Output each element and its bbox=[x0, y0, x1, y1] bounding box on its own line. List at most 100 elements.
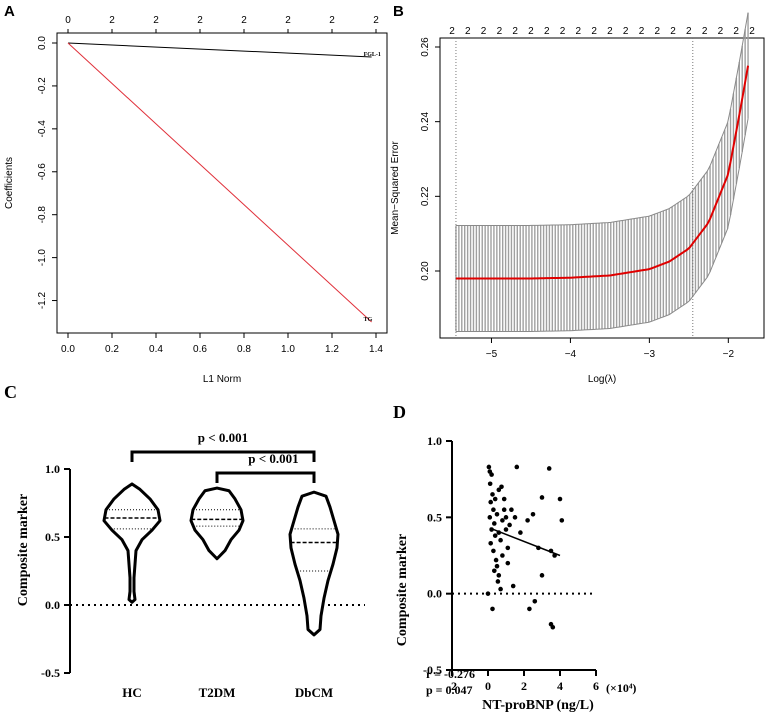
panel-c-pvalue-label: p < 0.001 bbox=[198, 430, 248, 445]
panel-d-data-point bbox=[494, 563, 500, 569]
panel-d-data-point bbox=[532, 599, 538, 604]
panel-d-data-point bbox=[492, 496, 498, 502]
panel-b-mse-curve bbox=[455, 65, 750, 280]
panel-a-toptick-label: 0 bbox=[65, 15, 71, 26]
panel-d-data-point bbox=[530, 511, 536, 517]
panel-b-toptick-label: 2 bbox=[528, 26, 534, 37]
panel-a-xtick-label: 0.2 bbox=[105, 344, 119, 355]
panel-b-xlabel: Log(λ) bbox=[588, 374, 616, 385]
panel-a-toptick-label: 2 bbox=[153, 15, 159, 26]
panel-d-data-point bbox=[512, 515, 518, 520]
panel-d-data-point bbox=[498, 537, 503, 543]
panel-a-toptick-label: 2 bbox=[197, 15, 203, 26]
panel-d-data-point bbox=[503, 527, 509, 532]
panel-d-data-point bbox=[489, 472, 494, 477]
panel-d-data-point bbox=[490, 492, 495, 497]
panel-b-ytick-label: 0.26 bbox=[420, 37, 431, 57]
panel-a-ylabel: Coefficients bbox=[4, 157, 15, 209]
panel-d-data-point bbox=[491, 507, 496, 512]
panel-d-data-point bbox=[501, 507, 507, 512]
panel-c-significance-bracket bbox=[130, 450, 316, 462]
panel-d-data-point bbox=[550, 624, 556, 630]
panel-c-category-label: T2DM bbox=[199, 685, 236, 700]
panel-a-xtick-label: 0.0 bbox=[61, 344, 75, 355]
panel-b-toptick-label: 2 bbox=[670, 26, 676, 37]
panel-d-data-point bbox=[525, 518, 530, 523]
panel-a-xtick-label: 0.4 bbox=[149, 344, 163, 355]
panel-b-toptick-label: 2 bbox=[481, 26, 487, 37]
panel-b-band-upper bbox=[455, 12, 749, 226]
panel-a-ytick-label: -0.2 bbox=[37, 77, 48, 95]
panel-d-xtick-label: -2 bbox=[447, 679, 457, 693]
panel-d-data-point bbox=[487, 515, 493, 520]
panel-a-xtick-label: 0.8 bbox=[237, 344, 251, 355]
panel-b-toptick-label: 2 bbox=[639, 26, 645, 37]
panel-d-stat-p: p = 0.047 bbox=[426, 683, 473, 697]
panel-d-data-point bbox=[514, 464, 520, 470]
panel-b-toptick-label: 2 bbox=[623, 26, 629, 37]
panel-d-data-point bbox=[486, 464, 492, 470]
panel-b-toptick-label: 2 bbox=[686, 26, 692, 37]
panel-d-data-point bbox=[494, 511, 500, 517]
panel-d-data-point bbox=[485, 591, 491, 596]
panel-d-data-point bbox=[498, 586, 503, 592]
panel-b-toptick-label: 2 bbox=[576, 26, 582, 37]
panel-d-xtick-label: 2 bbox=[521, 679, 527, 693]
panel-b-ytick-label: 0.22 bbox=[420, 186, 431, 206]
panel-d-ytick-label: 1.0 bbox=[427, 434, 442, 448]
panel-b-toptick-label: 2 bbox=[512, 26, 518, 37]
panel-a-ytick-label: -0.4 bbox=[37, 120, 48, 138]
panel-d-data-point bbox=[492, 568, 497, 574]
panel-c-pvalue-label: p < 0.001 bbox=[248, 451, 298, 466]
panel-d-data-point bbox=[527, 606, 532, 612]
panel-c-ytick-label: 0.5 bbox=[45, 530, 60, 544]
panel-b-toptick-label: 2 bbox=[497, 26, 503, 37]
panel-d-data-point bbox=[505, 545, 511, 551]
panel-d-data-point bbox=[493, 557, 499, 563]
panel-b-band-lower bbox=[455, 118, 749, 332]
panel-d-data-point bbox=[518, 530, 523, 535]
panel-d-xlabel: NT-proBNP (ng/L) bbox=[482, 698, 594, 713]
panel-d-xtick-label: 6 bbox=[593, 679, 599, 693]
panel-d-data-point bbox=[505, 560, 511, 566]
panel-b-toptick-label: 2 bbox=[718, 26, 724, 37]
panel-d-ytick-label: -0.5 bbox=[423, 663, 442, 677]
panel-c-ytick-label: -0.5 bbox=[41, 666, 60, 680]
panel-d-data-point bbox=[487, 481, 493, 487]
panel-d-data-point bbox=[490, 606, 495, 612]
panel-a-ytick-label: -0.8 bbox=[37, 206, 48, 224]
panel-b-ylabel: Mean−Squared Error bbox=[390, 141, 401, 235]
panel-d-data-point bbox=[559, 518, 565, 523]
panel-a-xtick-label: 1.4 bbox=[369, 344, 383, 355]
panel-d-data-point bbox=[488, 499, 494, 505]
panel-b-toptick-label: 2 bbox=[449, 26, 455, 37]
panel-c-violin-t2dm bbox=[189, 486, 245, 561]
panel-d-data-point bbox=[496, 573, 502, 578]
panel-d-data-point bbox=[491, 548, 496, 554]
panel-b-xtick-label: −4 bbox=[565, 349, 577, 360]
panel-d-data-point bbox=[492, 521, 497, 526]
panel-a-xtick-label: 1.0 bbox=[281, 344, 295, 355]
panel-b-ytick-label: 0.20 bbox=[420, 261, 431, 281]
panel-a-series-line-tg bbox=[67, 42, 372, 323]
panel-a-ytick-label: 0.0 bbox=[37, 36, 48, 50]
panel-d-data-point bbox=[507, 522, 512, 528]
panel-d-data-point bbox=[539, 495, 545, 500]
panel-b-toptick-label: 2 bbox=[607, 26, 613, 37]
panel-c-violin-hc bbox=[102, 482, 162, 604]
panel-b-toptick-label: 2 bbox=[560, 26, 566, 37]
panel-d-data-point bbox=[510, 583, 516, 589]
panel-d-data-point bbox=[500, 518, 505, 523]
panel-d-xtick-label: 4 bbox=[557, 679, 563, 693]
panel-c-ylabel: Composite marker bbox=[16, 494, 31, 606]
panel-a-ytick-label: -1.0 bbox=[37, 249, 48, 267]
panel-b-toptick-label: 2 bbox=[465, 26, 471, 37]
panel-c-category-label: HC bbox=[122, 685, 142, 700]
panel-d-x-scale: (×10⁴) bbox=[606, 681, 636, 695]
panel-c-category-label: DbCM bbox=[295, 685, 333, 700]
panel-b-cross-validation: −5 −4 −3 −20.200.220.240.262 2 2 2 2 2 2 2 2 2 2 2 2 2 2 2… bbox=[390, 12, 765, 385]
panel-c-violin-dbcm bbox=[288, 490, 340, 637]
panel-a-ytick-label: -0.6 bbox=[37, 163, 48, 181]
